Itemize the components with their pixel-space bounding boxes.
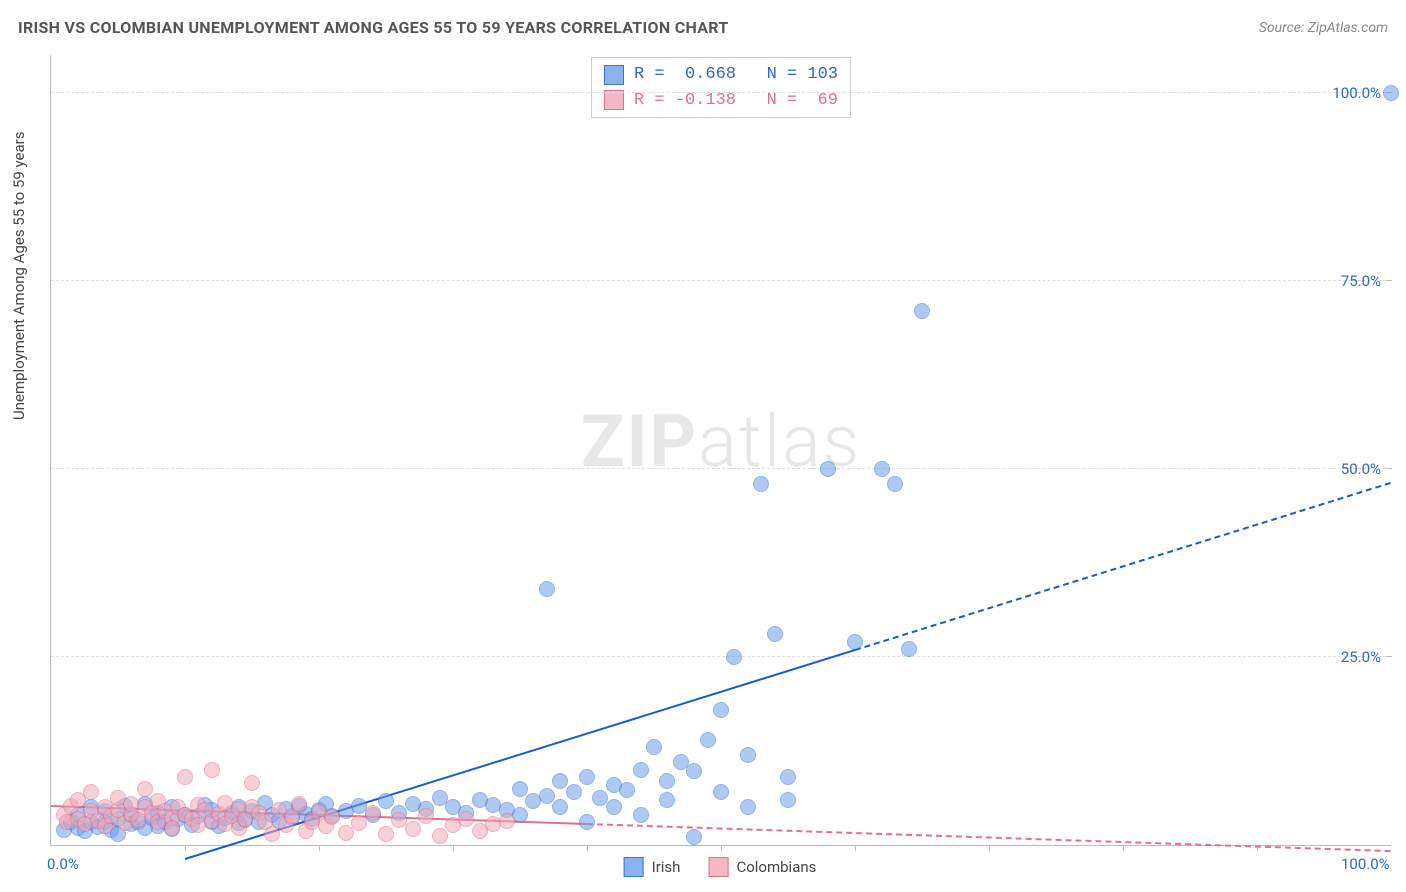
data-point xyxy=(606,799,622,815)
data-point xyxy=(847,634,863,650)
data-point xyxy=(901,641,917,657)
xtick-mark xyxy=(319,845,320,851)
data-point xyxy=(686,763,702,779)
ytick-mark xyxy=(1386,468,1392,469)
data-point xyxy=(291,796,307,812)
xtick-mark xyxy=(185,845,186,851)
series-legend: Irish Colombians xyxy=(624,857,817,877)
xtick-mark xyxy=(453,845,454,851)
data-point xyxy=(552,773,568,789)
watermark-bold: ZIP xyxy=(581,399,698,484)
data-point xyxy=(726,649,742,665)
data-point xyxy=(324,809,340,825)
data-point xyxy=(204,762,220,778)
data-point xyxy=(579,769,595,785)
data-point xyxy=(700,732,716,748)
data-point xyxy=(566,784,582,800)
watermark-light: atlas xyxy=(698,399,861,484)
data-point xyxy=(418,808,434,824)
data-point xyxy=(740,747,756,763)
data-point xyxy=(164,820,180,836)
correlation-text: R = 0.668 N = 103 xyxy=(634,62,838,88)
data-point xyxy=(633,807,649,823)
data-point xyxy=(887,476,903,492)
xtick-mark xyxy=(1123,845,1124,851)
data-point xyxy=(539,788,555,804)
data-point xyxy=(539,581,555,597)
data-point xyxy=(499,813,515,829)
data-point xyxy=(432,828,448,844)
data-point xyxy=(740,799,756,815)
ytick-label: 75.0% xyxy=(1341,272,1381,290)
ytick-label: 25.0% xyxy=(1341,648,1381,666)
series-legend-label: Colombians xyxy=(736,858,816,876)
data-point xyxy=(686,829,702,845)
xtick-mark xyxy=(587,845,588,851)
title-bar: IRISH VS COLOMBIAN UNEMPLOYMENT AMONG AG… xyxy=(18,18,1388,37)
data-point xyxy=(512,781,528,797)
xtick-mark xyxy=(989,845,990,851)
chart-title: IRISH VS COLOMBIAN UNEMPLOYMENT AMONG AG… xyxy=(18,18,729,37)
data-point xyxy=(365,805,381,821)
data-point xyxy=(753,476,769,492)
data-point xyxy=(780,769,796,785)
data-point xyxy=(914,303,930,319)
data-point xyxy=(619,782,635,798)
data-point xyxy=(820,461,836,477)
data-point xyxy=(378,826,394,842)
plot-container: ZIPatlas R = 0.668 N = 103R = -0.138 N =… xyxy=(50,55,1390,845)
data-point xyxy=(458,811,474,827)
data-point xyxy=(137,781,153,797)
legend-swatch xyxy=(604,65,624,85)
data-point xyxy=(579,814,595,830)
data-point xyxy=(713,702,729,718)
data-point xyxy=(83,784,99,800)
source-attribution: Source: ZipAtlas.com xyxy=(1259,20,1388,36)
trendline-extrapolated xyxy=(855,482,1392,651)
data-point xyxy=(780,792,796,808)
correlation-legend-row: R = 0.668 N = 103 xyxy=(604,62,838,88)
data-point xyxy=(552,799,568,815)
series-legend-label: Irish xyxy=(652,858,681,876)
gridline-h xyxy=(51,656,1391,657)
data-point xyxy=(874,461,890,477)
xtick-label: 100.0% xyxy=(1341,855,1390,873)
data-point xyxy=(713,784,729,800)
gridline-h xyxy=(51,280,1391,281)
ytick-mark xyxy=(1386,656,1392,657)
gridline-h xyxy=(51,92,1391,93)
xtick-mark xyxy=(721,845,722,851)
series-legend-item: Irish xyxy=(624,857,681,877)
y-axis-label: Unemployment Among Ages 55 to 59 years xyxy=(10,132,28,420)
data-point xyxy=(378,793,394,809)
data-point xyxy=(1383,85,1399,101)
plot-area: ZIPatlas R = 0.668 N = 103R = -0.138 N =… xyxy=(50,55,1391,846)
watermark: ZIPatlas xyxy=(581,399,861,484)
legend-swatch xyxy=(624,857,644,877)
data-point xyxy=(767,626,783,642)
xtick-label: 0.0% xyxy=(47,855,79,873)
data-point xyxy=(659,773,675,789)
data-point xyxy=(244,775,260,791)
ytick-label: 100.0% xyxy=(1332,84,1381,102)
correlation-legend: R = 0.668 N = 103R = -0.138 N = 69 xyxy=(591,57,851,118)
gridline-h xyxy=(51,468,1391,469)
data-point xyxy=(659,792,675,808)
data-point xyxy=(177,769,193,785)
data-point xyxy=(633,762,649,778)
legend-swatch xyxy=(708,857,728,877)
ytick-mark xyxy=(1386,280,1392,281)
legend-swatch xyxy=(604,90,624,110)
ytick-label: 50.0% xyxy=(1341,460,1381,478)
data-point xyxy=(646,739,662,755)
data-point xyxy=(405,821,421,837)
series-legend-item: Colombians xyxy=(708,857,816,877)
xtick-mark xyxy=(855,845,856,851)
